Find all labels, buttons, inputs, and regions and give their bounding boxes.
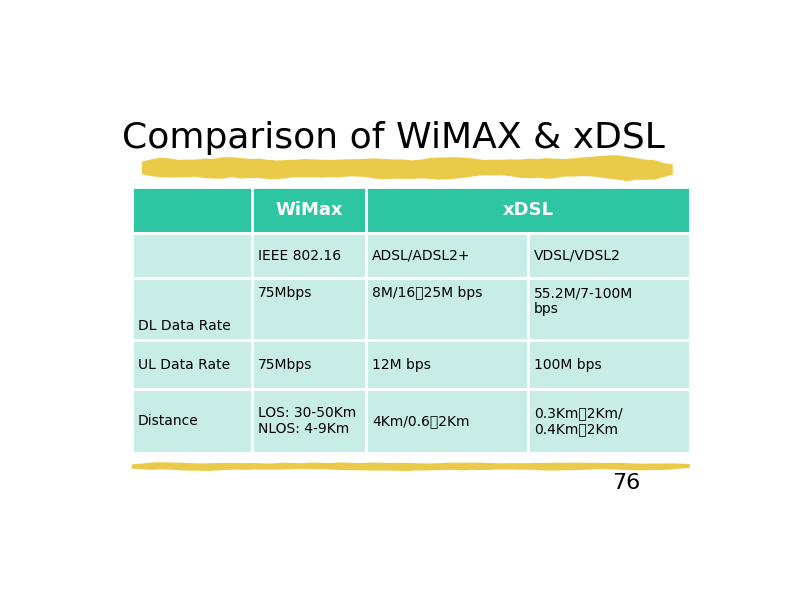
FancyBboxPatch shape (366, 278, 528, 340)
FancyBboxPatch shape (528, 278, 690, 340)
Text: xDSL: xDSL (503, 201, 553, 219)
Text: Comparison of WiMAX & xDSL: Comparison of WiMAX & xDSL (122, 121, 665, 155)
FancyBboxPatch shape (366, 340, 528, 389)
FancyBboxPatch shape (252, 233, 366, 278)
Text: WiMax: WiMax (276, 201, 343, 219)
FancyBboxPatch shape (132, 278, 252, 340)
FancyBboxPatch shape (132, 389, 252, 453)
Text: IEEE 802.16: IEEE 802.16 (258, 249, 341, 262)
FancyBboxPatch shape (528, 340, 690, 389)
FancyBboxPatch shape (252, 187, 366, 233)
FancyBboxPatch shape (366, 187, 690, 233)
FancyBboxPatch shape (366, 389, 528, 453)
FancyBboxPatch shape (528, 233, 690, 278)
Polygon shape (132, 462, 690, 471)
FancyBboxPatch shape (132, 187, 252, 233)
FancyBboxPatch shape (366, 233, 528, 278)
FancyBboxPatch shape (252, 278, 366, 340)
FancyBboxPatch shape (132, 233, 252, 278)
Text: 8M/16⁲25M bps: 8M/16⁲25M bps (372, 286, 483, 300)
Text: LOS: 30-50Km
NLOS: 4-9Km: LOS: 30-50Km NLOS: 4-9Km (258, 406, 357, 436)
Text: 55.2M/7-100M
bps: 55.2M/7-100M bps (534, 286, 634, 317)
Text: 4Km/0.6⁲2Km: 4Km/0.6⁲2Km (372, 414, 470, 428)
Text: 12M bps: 12M bps (372, 358, 431, 372)
Text: UL Data Rate: UL Data Rate (138, 358, 230, 372)
Polygon shape (142, 155, 673, 181)
Text: 0.3Km⁲2Km/
0.4Km⁲2Km: 0.3Km⁲2Km/ 0.4Km⁲2Km (534, 406, 622, 436)
Text: ADSL/ADSL2+: ADSL/ADSL2+ (372, 249, 471, 262)
FancyBboxPatch shape (252, 389, 366, 453)
Text: Distance: Distance (138, 414, 198, 428)
FancyBboxPatch shape (528, 389, 690, 453)
Text: 76: 76 (612, 472, 641, 493)
Text: 100M bps: 100M bps (534, 358, 602, 372)
FancyBboxPatch shape (252, 340, 366, 389)
Text: DL Data Rate: DL Data Rate (138, 319, 231, 333)
FancyBboxPatch shape (132, 340, 252, 389)
Text: 75Mbps: 75Mbps (258, 358, 312, 372)
Text: VDSL/VDSL2: VDSL/VDSL2 (534, 249, 621, 262)
Text: 75Mbps: 75Mbps (258, 286, 312, 300)
